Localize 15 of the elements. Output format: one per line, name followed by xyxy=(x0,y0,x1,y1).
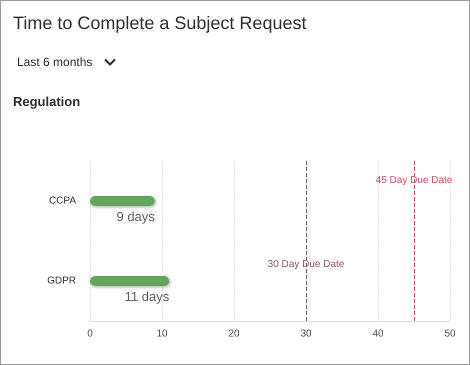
y-tick-label: CCPA xyxy=(48,196,76,206)
y-tick-label: GDPR xyxy=(47,276,76,286)
x-tick-label: 40 xyxy=(372,328,384,340)
x-tick-label: 10 xyxy=(156,328,168,340)
y-axis-title: Regulation xyxy=(13,94,80,109)
ref-line-label: 30 Day Due Date xyxy=(268,259,345,270)
x-tick-label: 0 xyxy=(87,328,94,340)
data-label: 9 days xyxy=(116,209,156,224)
data-label: 11 days xyxy=(124,289,170,304)
chart-title: Time to Complete a Subject Request xyxy=(13,13,306,34)
chart-subtitle: Last 6 months xyxy=(17,55,92,69)
x-tick-label: 30 xyxy=(300,328,312,340)
x-tick-label: 50 xyxy=(444,328,456,340)
ref-line-label: 45 Day Due Date xyxy=(376,174,453,186)
x-tick-label: 20 xyxy=(228,328,240,340)
